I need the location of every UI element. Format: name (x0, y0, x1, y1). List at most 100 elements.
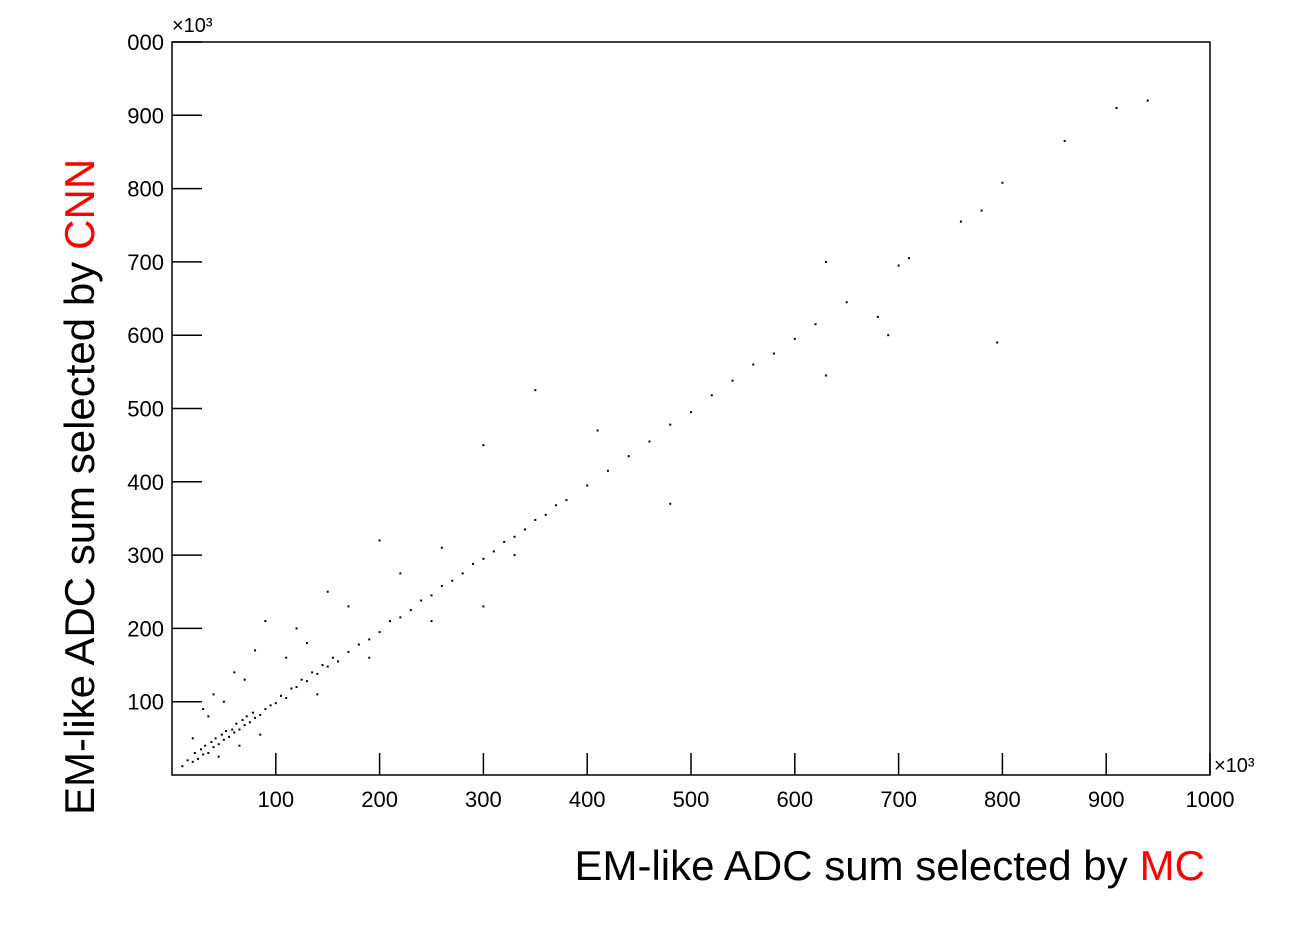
point (980, 209, 983, 212)
point (245, 715, 248, 718)
point (368, 656, 371, 659)
point (220, 733, 223, 736)
point (202, 708, 205, 711)
point (388, 620, 391, 623)
point (544, 513, 547, 516)
point (368, 638, 371, 641)
point (1115, 106, 1118, 109)
x-axis-title: EM-like ADC sum selected by MC (574, 842, 1205, 889)
point (248, 721, 251, 724)
point (1001, 181, 1004, 184)
point (233, 671, 236, 674)
point (285, 656, 288, 659)
point (238, 728, 241, 731)
point (565, 499, 568, 502)
y-tick-label: 800 (127, 177, 164, 202)
point (259, 713, 262, 716)
point (222, 738, 225, 741)
x-tick-label: 600 (776, 787, 813, 812)
point (251, 711, 254, 714)
point (897, 264, 900, 267)
x-tick-label: 400 (569, 787, 606, 812)
point (996, 341, 999, 344)
point (845, 301, 848, 304)
point (196, 757, 199, 760)
point (690, 411, 692, 414)
point (326, 665, 329, 668)
x-tick-label: 200 (361, 787, 398, 812)
point (316, 672, 319, 675)
point (191, 737, 194, 740)
point (669, 502, 672, 505)
point (212, 693, 215, 696)
point (378, 539, 381, 542)
point (482, 557, 485, 560)
point (212, 746, 215, 749)
point (217, 755, 220, 758)
point (295, 627, 298, 630)
x-axis-title-highlight: MC (1140, 842, 1205, 889)
point (331, 656, 334, 659)
point (907, 257, 910, 260)
point (472, 562, 475, 565)
x-axis-title-text: EM-like ADC sum selected by (574, 842, 1127, 889)
point (627, 455, 630, 458)
y-tick-label: 200 (127, 616, 164, 641)
y-multiplier: ×10³ (172, 15, 213, 37)
point (337, 660, 340, 663)
point (347, 650, 350, 653)
x-multiplier: ×10³ (1214, 755, 1255, 777)
point (606, 469, 609, 472)
point (231, 728, 234, 731)
point (482, 605, 485, 608)
point (285, 697, 288, 700)
point (228, 735, 231, 738)
point (959, 220, 962, 223)
point (207, 752, 210, 755)
point (378, 631, 381, 634)
point (440, 584, 443, 587)
point (347, 605, 350, 608)
point (513, 535, 516, 538)
point (193, 752, 196, 755)
point (217, 743, 220, 746)
point (596, 429, 599, 432)
point (555, 504, 558, 507)
point (513, 554, 516, 557)
point (586, 484, 589, 487)
point (430, 594, 433, 597)
y-axis-title: EM-like ADC sum selected by CNN (56, 159, 103, 815)
point (200, 748, 203, 751)
point (241, 719, 244, 722)
point (269, 704, 272, 707)
point (482, 444, 485, 447)
point (420, 599, 423, 602)
point (311, 671, 314, 674)
point (224, 730, 227, 733)
point (321, 664, 324, 667)
point (451, 579, 454, 582)
x-tick-label: 300 (465, 787, 502, 812)
point (238, 744, 241, 747)
x-tick-label: 900 (1088, 787, 1125, 812)
y-axis-title-text: EM-like ADC sum selected by (56, 262, 103, 815)
point (731, 379, 734, 382)
point (430, 620, 433, 623)
point (523, 528, 526, 531)
point (814, 323, 817, 326)
point (316, 693, 319, 696)
point (669, 423, 672, 426)
point (824, 260, 827, 263)
point (887, 334, 890, 337)
point (534, 518, 537, 521)
point (824, 374, 827, 377)
point (181, 765, 184, 768)
point (534, 389, 537, 392)
y-tick-label: 700 (127, 250, 164, 275)
y-tick-label: 100 (127, 690, 164, 715)
y-tick-label: 900 (127, 103, 164, 128)
point (326, 590, 329, 593)
point (204, 744, 207, 747)
point (290, 687, 293, 690)
